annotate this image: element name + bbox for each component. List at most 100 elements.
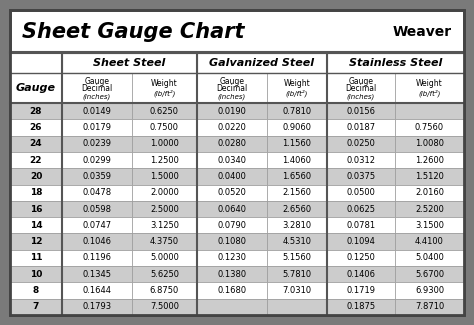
Text: 0.7810: 0.7810 [283, 107, 311, 116]
Bar [267, 152, 327, 168]
Text: 0.0239: 0.0239 [82, 139, 111, 148]
Bar [267, 233, 327, 250]
Bar [197, 53, 327, 73]
Text: 0.7500: 0.7500 [150, 123, 179, 132]
Text: 5.1560: 5.1560 [283, 254, 311, 262]
Text: Gauge: Gauge [16, 83, 56, 93]
Text: 0.0359: 0.0359 [82, 172, 111, 181]
Bar [395, 73, 464, 103]
Text: 1.5120: 1.5120 [415, 172, 444, 181]
Text: 5.0400: 5.0400 [415, 254, 444, 262]
Bar [395, 201, 464, 217]
Text: 0.1230: 0.1230 [218, 254, 246, 262]
Text: 0.0250: 0.0250 [346, 139, 375, 148]
Bar [395, 299, 464, 315]
Bar [132, 266, 197, 282]
Text: 4.5310: 4.5310 [283, 237, 311, 246]
Bar [267, 201, 327, 217]
Text: 5.0000: 5.0000 [150, 254, 179, 262]
Text: 0.1345: 0.1345 [82, 270, 111, 279]
Text: 2.6560: 2.6560 [283, 204, 311, 214]
Bar [327, 152, 395, 168]
Bar [197, 282, 267, 299]
Text: 2.5200: 2.5200 [415, 204, 444, 214]
Text: 3.2810: 3.2810 [283, 221, 311, 230]
Text: 0.1875: 0.1875 [346, 302, 375, 311]
Text: (inches): (inches) [83, 93, 111, 100]
Text: 14: 14 [30, 221, 42, 230]
Text: Weight: Weight [151, 79, 178, 88]
Text: 0.1046: 0.1046 [82, 237, 111, 246]
Text: 1.1560: 1.1560 [283, 139, 311, 148]
Bar [10, 201, 62, 217]
Text: 0.7560: 0.7560 [415, 123, 444, 132]
Bar [197, 119, 267, 136]
Bar [267, 250, 327, 266]
Text: 0.0625: 0.0625 [346, 204, 375, 214]
Bar [327, 103, 395, 119]
Text: (lb/ft²): (lb/ft²) [153, 90, 176, 97]
Bar [327, 233, 395, 250]
Text: Stainless Steel: Stainless Steel [349, 58, 442, 68]
Bar [327, 73, 395, 103]
Bar [267, 168, 327, 185]
Bar [327, 299, 395, 315]
Bar [62, 168, 132, 185]
Text: 2.1560: 2.1560 [283, 188, 311, 197]
Bar [62, 185, 132, 201]
Bar [197, 103, 267, 119]
Bar [267, 217, 327, 233]
Text: 16: 16 [30, 204, 42, 214]
Bar [62, 217, 132, 233]
Text: Gauge: Gauge [84, 77, 109, 86]
Bar [10, 119, 62, 136]
Text: 0.0220: 0.0220 [218, 123, 246, 132]
Text: 0.1644: 0.1644 [82, 286, 111, 295]
Bar [197, 185, 267, 201]
Bar [132, 73, 197, 103]
Text: 2.0000: 2.0000 [150, 188, 179, 197]
Bar [197, 233, 267, 250]
Text: 0.1250: 0.1250 [346, 254, 375, 262]
Bar [267, 136, 327, 152]
Text: 1.0000: 1.0000 [150, 139, 179, 148]
Text: 0.0312: 0.0312 [346, 156, 375, 164]
Text: 0.6250: 0.6250 [150, 107, 179, 116]
Text: 0.0149: 0.0149 [82, 107, 111, 116]
Text: 0.0640: 0.0640 [218, 204, 246, 214]
Bar [197, 73, 267, 103]
Text: 0.0598: 0.0598 [82, 204, 111, 214]
Bar [395, 168, 464, 185]
Text: 0.0781: 0.0781 [346, 221, 375, 230]
Text: 1.2500: 1.2500 [150, 156, 179, 164]
Bar [62, 136, 132, 152]
Text: (lb/ft²): (lb/ft²) [419, 90, 441, 97]
Bar [10, 250, 62, 266]
Text: Weight: Weight [283, 79, 310, 88]
Text: 12: 12 [30, 237, 42, 246]
Text: Decimal: Decimal [346, 84, 377, 93]
Bar [62, 266, 132, 282]
Bar [327, 201, 395, 217]
Bar [327, 119, 395, 136]
Bar [197, 168, 267, 185]
Text: 0.1080: 0.1080 [218, 237, 246, 246]
Text: 3.1250: 3.1250 [150, 221, 179, 230]
Bar [395, 119, 464, 136]
Bar [327, 217, 395, 233]
Bar [62, 103, 132, 119]
Bar [62, 119, 132, 136]
Text: Sheet Steel: Sheet Steel [93, 58, 166, 68]
Text: Weight: Weight [416, 79, 443, 88]
Bar [197, 299, 267, 315]
Bar [10, 217, 62, 233]
Text: 4.4100: 4.4100 [415, 237, 444, 246]
Text: 7.0310: 7.0310 [283, 286, 311, 295]
Bar [267, 103, 327, 119]
Bar [395, 217, 464, 233]
Text: 0.1719: 0.1719 [346, 286, 375, 295]
Text: 0.0400: 0.0400 [218, 172, 246, 181]
Bar [10, 282, 62, 299]
Bar [197, 250, 267, 266]
Text: 18: 18 [30, 188, 42, 197]
